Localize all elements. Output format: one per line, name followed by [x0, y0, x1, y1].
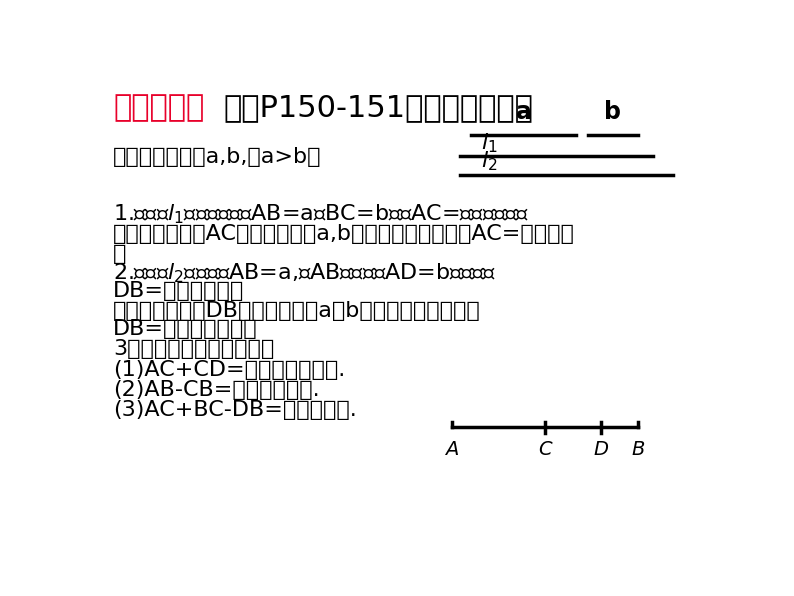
Text: C: C	[538, 440, 552, 458]
Text: a: a	[515, 100, 531, 124]
Text: DB=＿＿＿＿＿＿: DB=＿＿＿＿＿＿	[114, 281, 245, 301]
Text: (1)AC+CD=＿＿＿＿＿＿＿.: (1)AC+CD=＿＿＿＿＿＿＿.	[114, 359, 345, 380]
Text: 如图，已知线段a,b,且a>b，: 如图，已知线段a,b,且a>b，	[114, 147, 322, 167]
Text: A: A	[445, 440, 459, 458]
Text: $l_1$: $l_1$	[481, 131, 498, 155]
Text: 1.在直线$l_1$上向右画线段AB=a，BC=b，则AC=＿＿＿＿＿＿: 1.在直线$l_1$上向右画线段AB=a，BC=b，则AC=＿＿＿＿＿＿	[114, 203, 529, 226]
Text: B: B	[631, 440, 645, 458]
Text: D: D	[594, 440, 609, 458]
Text: b: b	[604, 100, 621, 124]
Text: 善于自学：: 善于自学：	[114, 93, 204, 122]
Text: 我们发现：线段DB的长度是线段a，b长度的＿＿＿，记做: 我们发现：线段DB的长度是线段a，b长度的＿＿＿，记做	[114, 301, 481, 321]
Text: 自学P150-151思考下列问题：: 自学P150-151思考下列问题：	[223, 93, 533, 122]
Text: 我们发现：线段AC的长度是线段a,b长度的＿＿＿，记做AC=＿＿＿＿: 我们发现：线段AC的长度是线段a,b长度的＿＿＿，记做AC=＿＿＿＿	[114, 224, 575, 244]
Text: $l_2$: $l_2$	[481, 150, 498, 173]
Text: 2.在直线$l_2$上画线段AB=a,在AB上画线段AD=b，则线段: 2.在直线$l_2$上画线段AB=a,在AB上画线段AD=b，则线段	[114, 261, 496, 284]
Text: 3．如图，请完成下面填空: 3．如图，请完成下面填空	[114, 340, 275, 359]
Text: (2)AB-CB=＿＿＿＿＿＿.: (2)AB-CB=＿＿＿＿＿＿.	[114, 380, 320, 399]
Text: (3)AC+BC-DB=＿＿＿＿＿.: (3)AC+BC-DB=＿＿＿＿＿.	[114, 399, 357, 420]
Text: ；: ；	[114, 244, 126, 264]
Text: DB=＿＿＿＿＿＿；: DB=＿＿＿＿＿＿；	[114, 319, 258, 340]
